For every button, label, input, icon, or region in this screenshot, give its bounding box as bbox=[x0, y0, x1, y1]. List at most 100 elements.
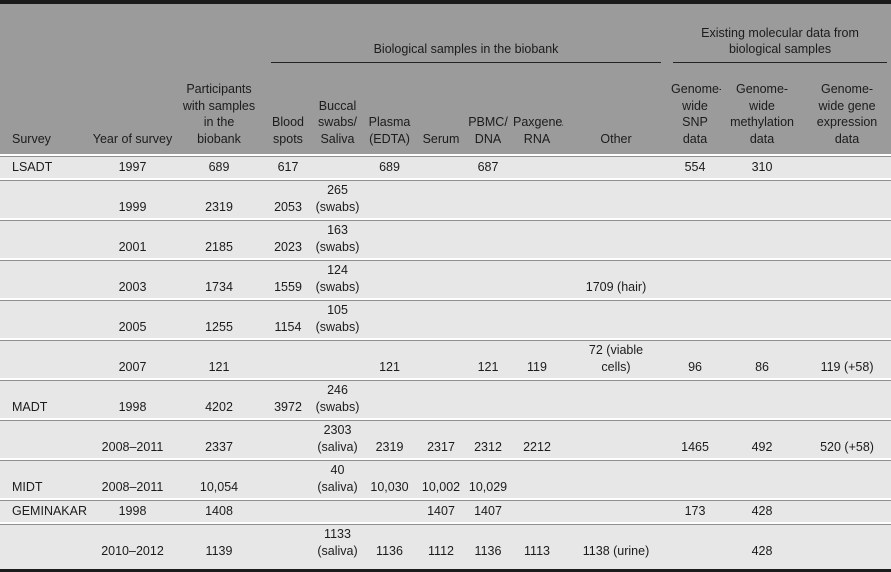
cell-paxgene bbox=[511, 154, 563, 179]
cell-blood-spots: 2053 bbox=[263, 178, 313, 219]
cell-methylation bbox=[721, 378, 804, 419]
cell-snp bbox=[669, 178, 722, 219]
cell-methylation: 492 bbox=[721, 418, 804, 459]
cell-pbmc bbox=[465, 218, 511, 259]
cell-participants: 2319 bbox=[175, 178, 263, 219]
cell-survey bbox=[0, 338, 90, 379]
cell-year: 1998 bbox=[90, 498, 175, 523]
table-row: GEMINAKAR 1998 1408 1407 1407 173 428 bbox=[0, 498, 891, 523]
column-header-participants: Participants with samples in the biobank bbox=[175, 79, 263, 155]
cell-methylation bbox=[721, 298, 804, 339]
cell-blood-spots: 2023 bbox=[263, 218, 313, 259]
cell-buccal: 1133 (saliva) bbox=[313, 522, 362, 569]
cell-other bbox=[563, 298, 670, 339]
cell-plasma bbox=[362, 298, 417, 339]
cell-gene-expression bbox=[803, 258, 891, 299]
cell-snp bbox=[669, 378, 722, 419]
group-header-spacer bbox=[0, 4, 263, 79]
cell-plasma bbox=[362, 498, 417, 523]
cell-blood-spots bbox=[263, 458, 313, 499]
cell-buccal: 246 (swabs) bbox=[313, 378, 362, 419]
table-row: MADT 1998 4202 3972 246 (swabs) bbox=[0, 378, 891, 419]
cell-plasma bbox=[362, 258, 417, 299]
cell-serum: 1112 bbox=[417, 522, 465, 569]
cell-serum bbox=[417, 178, 465, 219]
cell-pbmc: 10,029 bbox=[465, 458, 511, 499]
biobank-table: Biological samples in the biobank Existi… bbox=[0, 4, 891, 569]
cell-year: 2003 bbox=[90, 258, 175, 299]
cell-snp bbox=[669, 298, 722, 339]
cell-survey bbox=[0, 298, 90, 339]
cell-plasma: 689 bbox=[362, 154, 417, 179]
group-header-row: Biological samples in the biobank Existi… bbox=[0, 4, 891, 79]
cell-survey bbox=[0, 418, 90, 459]
cell-participants: 1734 bbox=[175, 258, 263, 299]
cell-serum: 10,002 bbox=[417, 458, 465, 499]
cell-paxgene bbox=[511, 458, 563, 499]
cell-snp: 1465 bbox=[669, 418, 722, 459]
cell-paxgene: 1113 bbox=[511, 522, 563, 569]
cell-snp bbox=[669, 522, 722, 569]
table-row: 2003 1734 1559 124 (swabs) 1709 (hair) bbox=[0, 258, 891, 299]
cell-gene-expression bbox=[803, 298, 891, 339]
cell-participants: 10,054 bbox=[175, 458, 263, 499]
cell-paxgene bbox=[511, 178, 563, 219]
column-header-paxgene: Paxgene/ RNA bbox=[511, 79, 563, 155]
cell-snp bbox=[669, 218, 722, 259]
cell-methylation: 86 bbox=[721, 338, 804, 379]
table-row: 2001 2185 2023 163 (swabs) bbox=[0, 218, 891, 259]
cell-other bbox=[563, 178, 670, 219]
cell-other: 72 (viable cells) bbox=[563, 338, 670, 379]
cell-gene-expression bbox=[803, 178, 891, 219]
cell-gene-expression bbox=[803, 498, 891, 523]
column-header-gene-expression: Genome- wide gene expression data bbox=[803, 79, 891, 155]
cell-blood-spots: 3972 bbox=[263, 378, 313, 419]
table-body: LSADT 1997 689 617 689 687 554 310 1999 2319 2053 2… bbox=[0, 154, 891, 569]
cell-buccal: 40 (saliva) bbox=[313, 458, 362, 499]
cell-serum bbox=[417, 258, 465, 299]
cell-survey bbox=[0, 522, 90, 569]
cell-other bbox=[563, 154, 670, 179]
cell-blood-spots bbox=[263, 498, 313, 523]
cell-paxgene bbox=[511, 218, 563, 259]
table-header: Biological samples in the biobank Existi… bbox=[0, 4, 891, 155]
cell-other bbox=[563, 418, 670, 459]
cell-other bbox=[563, 218, 670, 259]
cell-serum bbox=[417, 378, 465, 419]
table-row: 2010–2012 1139 1133 (saliva) 1136 1112 1136 11… bbox=[0, 522, 891, 569]
cell-blood-spots bbox=[263, 418, 313, 459]
column-header-snp: Genome- wide SNP data bbox=[669, 79, 722, 155]
column-header-blood-spots: Blood spots bbox=[263, 79, 313, 155]
cell-paxgene: 2212 bbox=[511, 418, 563, 459]
cell-paxgene bbox=[511, 378, 563, 419]
cell-gene-expression: 119 (+58) bbox=[803, 338, 891, 379]
cell-year: 2008–2011 bbox=[90, 458, 175, 499]
cell-buccal: 124 (swabs) bbox=[313, 258, 362, 299]
column-header-methylation: Genome- wide methylation data bbox=[721, 79, 804, 155]
cell-participants: 4202 bbox=[175, 378, 263, 419]
table-row: LSADT 1997 689 617 689 687 554 310 bbox=[0, 154, 891, 179]
cell-serum: 2317 bbox=[417, 418, 465, 459]
cell-year: 1997 bbox=[90, 154, 175, 179]
table-row: 1999 2319 2053 265 (swabs) bbox=[0, 178, 891, 219]
cell-other bbox=[563, 458, 670, 499]
cell-blood-spots bbox=[263, 522, 313, 569]
cell-year: 1999 bbox=[90, 178, 175, 219]
cell-plasma bbox=[362, 218, 417, 259]
cell-gene-expression bbox=[803, 218, 891, 259]
cell-gene-expression bbox=[803, 154, 891, 179]
cell-paxgene: 119 bbox=[511, 338, 563, 379]
cell-participants: 121 bbox=[175, 338, 263, 379]
column-header-buccal: Buccal swabs/ Saliva bbox=[313, 79, 362, 155]
cell-methylation: 428 bbox=[721, 498, 804, 523]
cell-blood-spots bbox=[263, 338, 313, 379]
cell-other: 1138 (urine) bbox=[563, 522, 670, 569]
cell-buccal bbox=[313, 154, 362, 179]
cell-pbmc: 1136 bbox=[465, 522, 511, 569]
cell-pbmc bbox=[465, 378, 511, 419]
cell-paxgene bbox=[511, 258, 563, 299]
cell-plasma: 10,030 bbox=[362, 458, 417, 499]
cell-snp: 554 bbox=[669, 154, 722, 179]
cell-year: 2010–2012 bbox=[90, 522, 175, 569]
cell-survey: LSADT bbox=[0, 154, 90, 179]
